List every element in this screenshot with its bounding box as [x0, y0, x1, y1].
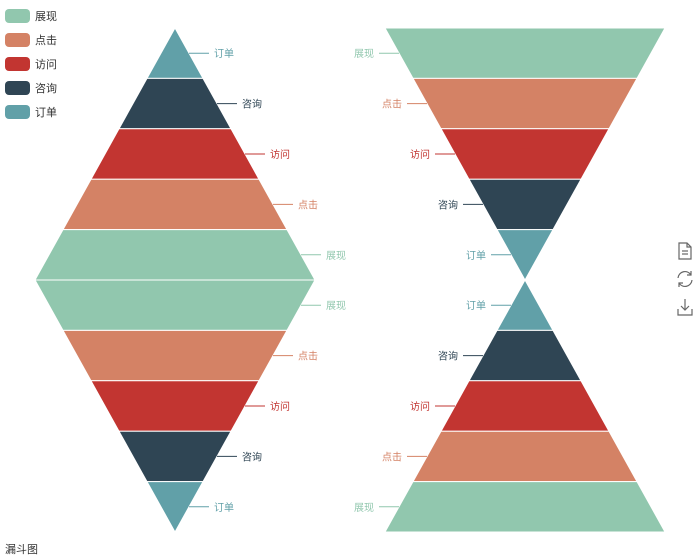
funnel-segment[interactable]: [384, 27, 666, 79]
segment-label: 点击: [382, 99, 402, 111]
segment-label: 咨询: [438, 350, 458, 363]
funnel-segment[interactable]: [412, 77, 638, 130]
segment-label: 展现: [326, 250, 346, 262]
funnel-segment[interactable]: [440, 380, 610, 432]
segment-label: 展现: [354, 502, 374, 514]
segment-label: 展现: [354, 48, 374, 60]
segment-label: 点击: [382, 451, 402, 463]
legend-swatch: [5, 33, 30, 47]
funnel-segment[interactable]: [62, 329, 288, 382]
toolbox: [674, 240, 696, 324]
funnel-segment[interactable]: [384, 481, 666, 533]
segment-label: 订单: [466, 250, 486, 262]
funnel-segment[interactable]: [34, 279, 316, 331]
funnel-segment[interactable]: [118, 77, 232, 130]
legend-item-2[interactable]: 访问: [5, 52, 57, 76]
segment-label: 咨询: [242, 98, 262, 111]
funnel-segment[interactable]: [90, 128, 260, 180]
data-view-icon[interactable]: [674, 240, 696, 262]
funnel-segment[interactable]: [468, 178, 582, 231]
segment-label: 点击: [298, 351, 318, 363]
legend-swatch: [5, 57, 30, 71]
funnel-segment[interactable]: [412, 430, 638, 483]
segment-label: 访问: [410, 148, 430, 161]
segment-label: 访问: [410, 400, 430, 413]
segment-label: 咨询: [242, 450, 262, 463]
funnel-segment[interactable]: [62, 178, 288, 231]
segment-label: 咨询: [438, 198, 458, 211]
legend-label: 咨询: [35, 82, 57, 95]
legend-item-1[interactable]: 点击: [5, 28, 57, 52]
segment-label: 访问: [270, 400, 290, 413]
legend-swatch: [5, 105, 30, 119]
legend: 展现 点击 访问 咨询 订单: [5, 4, 57, 124]
legend-label: 点击: [35, 34, 57, 47]
legend-item-4[interactable]: 订单: [5, 100, 57, 124]
funnel-segment[interactable]: [468, 329, 582, 382]
funnel-segment[interactable]: [90, 380, 260, 432]
caption: 漏斗图: [5, 543, 38, 556]
legend-item-3[interactable]: 咨询: [5, 76, 57, 100]
legend-label: 展现: [35, 10, 57, 23]
restore-icon[interactable]: [674, 268, 696, 290]
funnel-segment[interactable]: [440, 128, 610, 180]
legend-label: 订单: [35, 106, 57, 119]
save-image-icon[interactable]: [674, 296, 696, 318]
segment-label: 订单: [466, 300, 486, 312]
segment-label: 订单: [214, 502, 234, 514]
legend-label: 访问: [35, 58, 57, 71]
legend-swatch: [5, 9, 30, 23]
legend-swatch: [5, 81, 30, 95]
funnel-segment[interactable]: [34, 229, 316, 281]
segment-label: 订单: [214, 48, 234, 60]
segment-label: 访问: [270, 148, 290, 161]
funnel-segment[interactable]: [118, 430, 232, 483]
segment-label: 点击: [298, 199, 318, 211]
segment-label: 展现: [326, 300, 346, 312]
legend-item-0[interactable]: 展现: [5, 4, 57, 28]
